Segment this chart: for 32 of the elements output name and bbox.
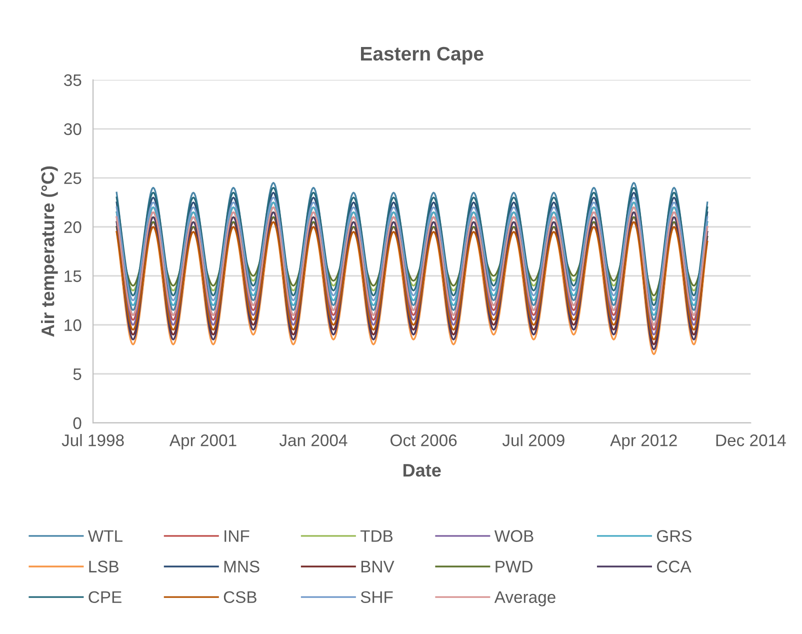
x-tick-label: Jan 2004	[279, 434, 348, 446]
y-tick-label: 35	[64, 74, 82, 86]
x-axis-title: Date	[403, 464, 441, 477]
x-tick-label: Apr 2012	[610, 434, 677, 450]
y-tick-label: 20	[64, 221, 82, 234]
x-tick-label: Apr 2001	[169, 434, 236, 450]
legend-label: CSB	[224, 591, 256, 604]
legend-label: WTL	[88, 530, 122, 542]
legend-label: LSB	[89, 560, 118, 572]
y-tick-label: 0	[73, 417, 82, 430]
legend-label: Average	[494, 591, 556, 606]
legend-label: CPE	[88, 591, 122, 604]
x-tick-label: Dec 2014	[716, 434, 786, 446]
x-tick-label: Oct 2006	[390, 434, 457, 446]
legend-label: WOB	[494, 530, 534, 542]
y-tick-label: 25	[64, 172, 82, 184]
legend-label: SHF	[360, 591, 393, 604]
x-tick-label: Jul 1998	[62, 434, 124, 446]
legend-label: GRS	[656, 530, 692, 542]
y-tick-label: 15	[64, 270, 82, 282]
legend-label: TDB	[360, 530, 393, 542]
legend-label: INF	[224, 530, 250, 542]
y-tick-label: 30	[64, 123, 82, 136]
y-tick-label: 10	[64, 319, 82, 332]
y-axis-title: Air temperature (°C)	[41, 166, 58, 337]
legend-label: CCA	[656, 560, 692, 572]
legend-label: PWD	[496, 560, 532, 572]
y-tick-label: 5	[73, 368, 82, 380]
legend-label: BNV	[361, 560, 394, 572]
legend-label: MNS	[224, 560, 260, 572]
x-tick-label: Jul 2009	[502, 434, 564, 446]
chart-title: Eastern Cape	[361, 46, 484, 64]
